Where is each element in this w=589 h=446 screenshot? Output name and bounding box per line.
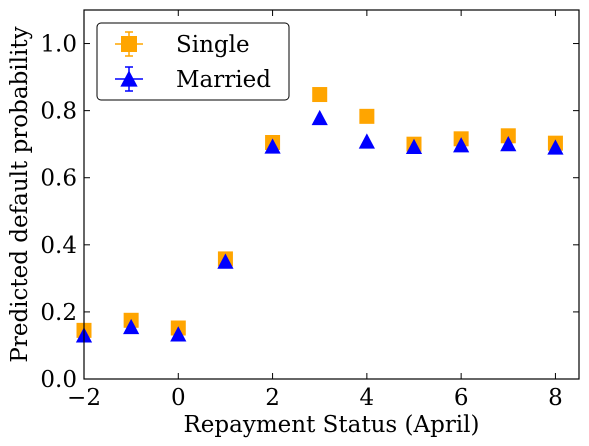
data-point (217, 253, 234, 269)
x-axis-label: Repayment Status (April) (183, 412, 479, 438)
x-tick-label: 8 (548, 385, 563, 411)
data-marks (75, 87, 564, 343)
y-tick-label: 0.0 (40, 367, 77, 393)
legend-label-single: Single (176, 32, 250, 58)
y-tick-label: 0.2 (40, 300, 77, 326)
y-tick-label: 0.8 (40, 99, 77, 125)
data-point (170, 326, 187, 342)
legend: Single Married (96, 22, 290, 101)
y-tick-label: 1.0 (40, 32, 77, 58)
y-axis-label: Predicted default probability (7, 26, 33, 362)
data-point (312, 87, 328, 103)
x-tick-label: −2 (67, 385, 101, 411)
data-point (500, 128, 516, 144)
legend-marker-single (121, 36, 137, 52)
y-tick-label: 0.4 (40, 233, 77, 259)
data-point (453, 137, 470, 153)
data-point (405, 138, 423, 154)
x-tick-label: 0 (171, 385, 186, 411)
plot-frame (83, 9, 580, 380)
x-tick-label: 4 (360, 385, 375, 411)
data-point (359, 108, 375, 124)
x-tick-label: 6 (454, 385, 469, 411)
data-point (547, 139, 564, 155)
y-axis-ticks: 0.0 0.2 0.4 0.6 0.8 1.0 (40, 32, 579, 393)
legend-marker-married (120, 70, 138, 87)
data-point (123, 318, 140, 335)
data-point (500, 136, 517, 152)
y-tick-label: 0.6 (40, 166, 77, 192)
data-point (264, 138, 281, 154)
data-point (358, 133, 375, 149)
data-point (311, 109, 328, 126)
legend-box (96, 22, 290, 101)
x-tick-label: 2 (265, 385, 280, 411)
series-married (75, 109, 564, 343)
x-axis-ticks: −2 0 2 4 6 8 (67, 10, 563, 411)
legend-label-married: Married (176, 67, 271, 93)
